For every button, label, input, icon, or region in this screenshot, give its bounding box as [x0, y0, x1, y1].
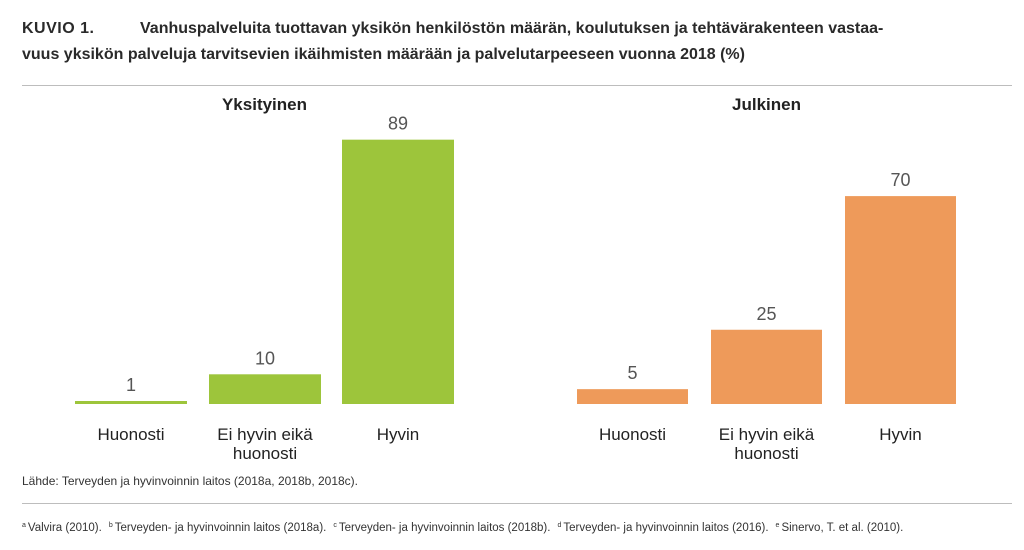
data-label-1-1: 25 — [756, 304, 776, 324]
data-label-0-0: 1 — [126, 375, 136, 395]
chart-title-1: Julkinen — [732, 95, 801, 114]
footnote-item: d Terveyden- ja hyvinvoinnin laitos (2016… — [557, 522, 768, 534]
top-divider — [22, 85, 1012, 86]
figure-title-line1: Vanhuspalveluita tuottavan yksikön henki… — [140, 20, 884, 37]
figure-title-block: KUVIO 1. Vanhuspalveluita tuottavan yksi… — [22, 16, 1012, 68]
data-label-0-2: 89 — [388, 114, 408, 134]
footnote-item: e Sinervo, T. et al. (2010). — [776, 522, 904, 534]
category-label-1-0: Huonosti — [599, 425, 666, 444]
category-label-0-1-line1: huonosti — [233, 444, 297, 463]
figure-title-row: KUVIO 1. Vanhuspalveluita tuottavan yksi… — [22, 16, 1012, 42]
bar-1-2 — [845, 196, 956, 404]
category-label-1-2: Hyvin — [879, 425, 922, 444]
category-label-0-0: Huonosti — [97, 425, 164, 444]
data-label-1-2: 70 — [890, 170, 910, 190]
bar-1-0 — [577, 389, 688, 404]
bar-0-2 — [342, 139, 454, 405]
chart-title-0: Yksityinen — [222, 95, 307, 114]
footnotes: a Valvira (2010). b Terveyden- ja hyvinvoin… — [22, 522, 910, 534]
bar-1-1 — [711, 329, 822, 404]
footnote-item: c Terveyden- ja hyvinvoinnin laitos (2018… — [333, 522, 550, 534]
footnote-text: Terveyden- ja hyvinvoinnin laitos (2018a… — [114, 522, 327, 534]
footnote-item: a Valvira (2010). — [22, 522, 102, 534]
footnote-text: Terveyden- ja hyvinvoinnin laitos (2018b… — [338, 522, 551, 534]
footnote-text: Sinervo, T. et al. (2010). — [781, 522, 904, 534]
footnote-text: Valvira (2010). — [27, 522, 102, 534]
source-note: Lähde: Terveyden ja hyvinvoinnin laitos … — [22, 474, 359, 488]
figure-label: KUVIO 1. — [22, 20, 95, 37]
data-label-0-1: 10 — [255, 348, 275, 368]
category-label-1-1-line1: huonosti — [734, 444, 798, 463]
category-label-0-1-line0: Ei hyvin eikä — [217, 425, 313, 444]
figure-title-line2: vuus yksikön palveluja tarvitsevien ikäi… — [22, 46, 745, 63]
category-label-0-2: Hyvin — [377, 425, 420, 444]
bottom-divider — [22, 503, 1012, 504]
footnote-mark: b — [108, 522, 113, 529]
bar-0-0 — [75, 401, 187, 404]
category-label-1-1-line0: Ei hyvin eikä — [719, 425, 815, 444]
data-label-1-0: 5 — [627, 363, 637, 383]
bar-0-1 — [209, 374, 321, 404]
footnote-item: b Terveyden- ja hyvinvoinnin laitos (2018… — [109, 522, 327, 534]
footnote-mark: d — [557, 522, 562, 529]
footnote-text: Terveyden- ja hyvinvoinnin laitos (2016)… — [563, 522, 769, 534]
footnote-mark: c — [333, 522, 337, 529]
footnote-mark: e — [775, 522, 780, 529]
footnote-mark: a — [22, 522, 26, 529]
